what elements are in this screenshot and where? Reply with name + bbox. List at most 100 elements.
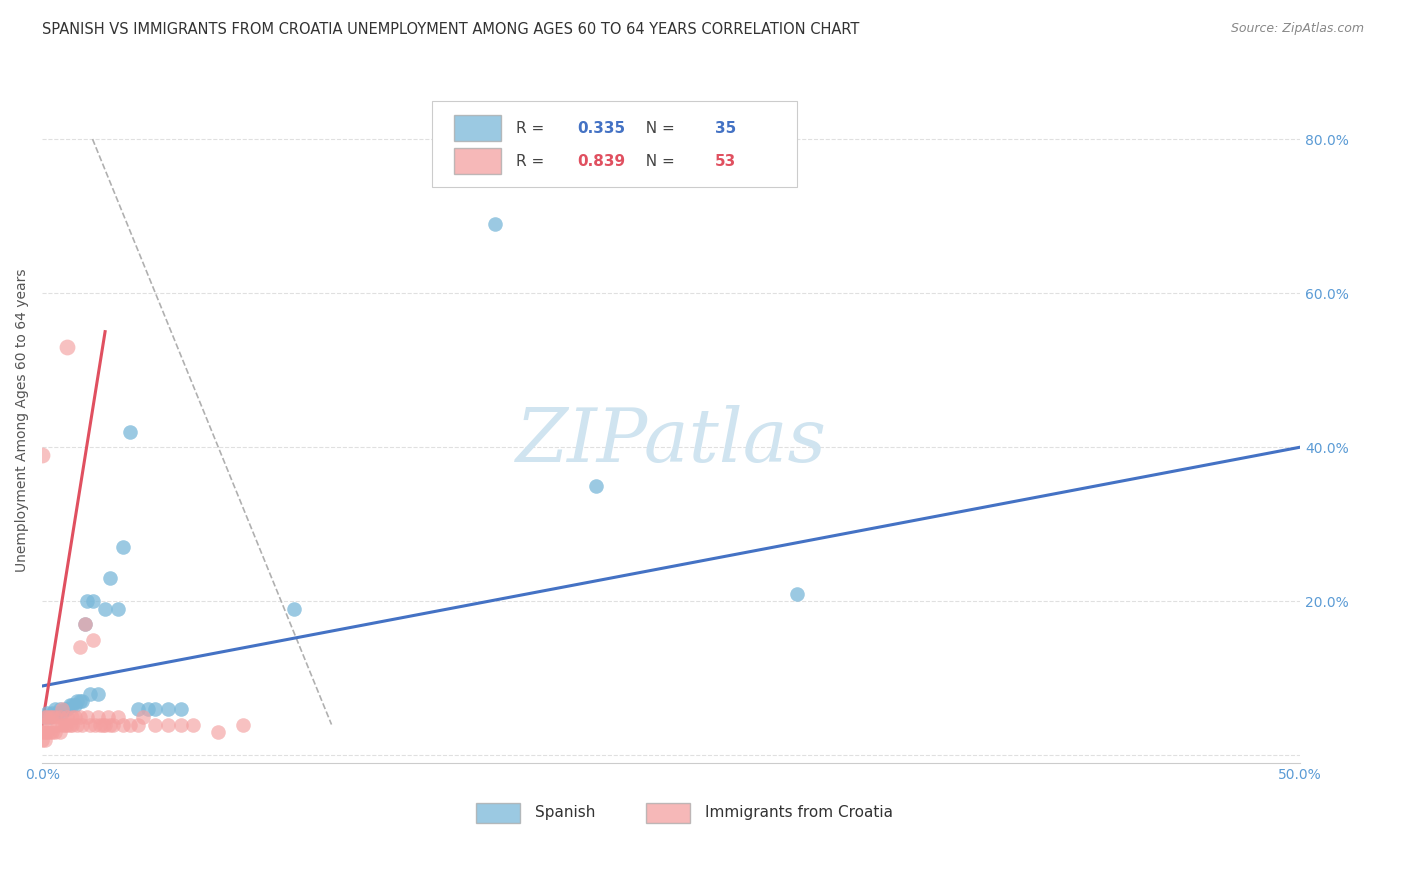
Y-axis label: Unemployment Among Ages 60 to 64 years: Unemployment Among Ages 60 to 64 years xyxy=(15,268,30,572)
Text: R =: R = xyxy=(516,121,550,136)
Text: SPANISH VS IMMIGRANTS FROM CROATIA UNEMPLOYMENT AMONG AGES 60 TO 64 YEARS CORREL: SPANISH VS IMMIGRANTS FROM CROATIA UNEMP… xyxy=(42,22,859,37)
Point xyxy=(56,702,79,716)
Point xyxy=(59,698,82,713)
Point xyxy=(41,706,63,720)
Text: 0.335: 0.335 xyxy=(576,121,624,136)
Point xyxy=(145,702,167,716)
Point xyxy=(37,710,59,724)
Text: N =: N = xyxy=(636,154,679,169)
Point xyxy=(76,710,98,724)
Point xyxy=(232,717,254,731)
Point xyxy=(44,702,66,716)
Point xyxy=(51,717,73,731)
Text: N =: N = xyxy=(636,121,679,136)
Text: 53: 53 xyxy=(716,154,737,169)
Point xyxy=(98,571,121,585)
Point xyxy=(60,698,83,713)
Point xyxy=(44,710,66,724)
Point xyxy=(56,340,79,354)
Point xyxy=(76,594,98,608)
Point xyxy=(59,717,82,731)
Point xyxy=(38,710,60,724)
Text: 35: 35 xyxy=(716,121,737,136)
Point xyxy=(63,710,86,724)
Point xyxy=(120,717,142,731)
Point xyxy=(79,687,101,701)
Point xyxy=(44,725,66,739)
Point xyxy=(34,710,56,724)
Point xyxy=(98,717,121,731)
Point xyxy=(46,706,69,720)
Point xyxy=(97,710,120,724)
Point xyxy=(34,725,56,739)
Point xyxy=(107,710,129,724)
Point xyxy=(107,602,129,616)
Point xyxy=(111,717,134,731)
Point xyxy=(37,725,59,739)
Point xyxy=(41,725,63,739)
FancyBboxPatch shape xyxy=(432,102,797,187)
Point xyxy=(38,710,60,724)
Point xyxy=(169,702,191,716)
Point xyxy=(56,717,79,731)
Point xyxy=(169,717,191,731)
Point xyxy=(283,602,305,616)
Text: ZIPatlas: ZIPatlas xyxy=(516,405,827,477)
Point xyxy=(136,702,159,716)
Point xyxy=(132,710,155,724)
Text: R =: R = xyxy=(516,154,550,169)
Point xyxy=(79,717,101,731)
Point xyxy=(94,717,117,731)
Point xyxy=(69,694,91,708)
Bar xyxy=(454,115,502,141)
Bar xyxy=(454,148,502,174)
Point xyxy=(207,725,229,739)
Point xyxy=(86,687,108,701)
Point xyxy=(127,702,149,716)
Point xyxy=(73,617,96,632)
Point xyxy=(31,725,53,739)
Point xyxy=(69,640,91,655)
Point xyxy=(73,617,96,632)
Point xyxy=(69,710,91,724)
Point xyxy=(120,425,142,439)
Point xyxy=(585,479,607,493)
Point xyxy=(72,694,94,708)
Point xyxy=(127,717,149,731)
Point xyxy=(181,717,204,731)
Point xyxy=(53,717,76,731)
Point xyxy=(94,602,117,616)
Point xyxy=(31,717,53,731)
Point xyxy=(49,702,72,716)
Point xyxy=(82,594,104,608)
Point xyxy=(156,702,179,716)
Point xyxy=(37,706,59,720)
Point xyxy=(84,717,107,731)
Point xyxy=(101,717,124,731)
Point xyxy=(66,717,89,731)
Point xyxy=(63,698,86,713)
Point xyxy=(145,717,167,731)
Text: Spanish: Spanish xyxy=(536,805,596,820)
Text: Immigrants from Croatia: Immigrants from Croatia xyxy=(704,805,893,820)
Point xyxy=(111,541,134,555)
Point xyxy=(49,710,72,724)
Point xyxy=(34,710,56,724)
Bar xyxy=(477,803,520,823)
Point xyxy=(86,710,108,724)
Text: 0.839: 0.839 xyxy=(576,154,624,169)
Point xyxy=(34,733,56,747)
Point xyxy=(91,717,114,731)
Point xyxy=(89,717,111,731)
Bar xyxy=(645,803,690,823)
Point xyxy=(46,717,69,731)
Point xyxy=(60,717,83,731)
Point xyxy=(72,717,94,731)
Point xyxy=(82,632,104,647)
Point xyxy=(38,725,60,739)
Point xyxy=(56,710,79,724)
Point xyxy=(484,217,506,231)
Point xyxy=(66,694,89,708)
Point xyxy=(53,702,76,716)
Text: Source: ZipAtlas.com: Source: ZipAtlas.com xyxy=(1230,22,1364,36)
